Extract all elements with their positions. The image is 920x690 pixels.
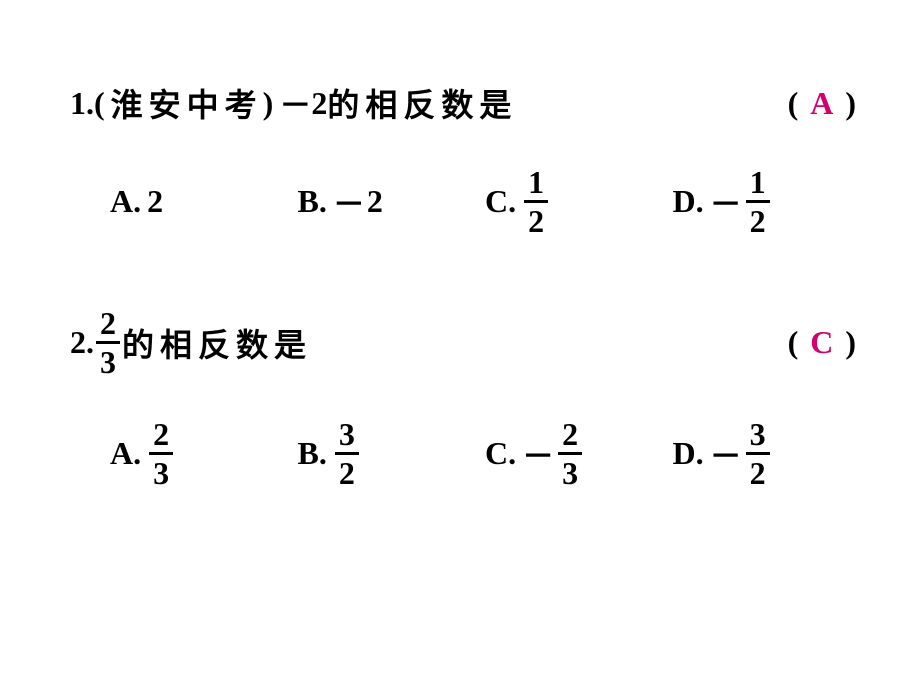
q2-answer: C	[802, 324, 845, 361]
q2-opt-b: B. 3 2	[298, 418, 486, 489]
question-2: 2. 2 3 的相反数是 ( C ) A. 2 3	[70, 307, 860, 489]
page-root: 1. ( 淮安中考 ) － 2 的相反数是 ( A ) A. 2 B.	[0, 0, 920, 599]
q1-opt-c-frac: 1 2	[524, 166, 548, 237]
q1-tail: 的相反数是	[327, 80, 517, 126]
q2-opt-c: C. － 2 3	[485, 418, 673, 489]
q2-lead-num: 2	[96, 307, 120, 341]
q1-paren-close: )	[845, 85, 860, 122]
q2-opt-b-den: 2	[335, 452, 359, 489]
q1-opt-d-num: 1	[746, 166, 770, 200]
q2-opt-d-val: － 3 2	[710, 418, 772, 489]
q1-opt-b-label: B.	[298, 183, 327, 220]
q2-opt-b-label: B.	[298, 435, 327, 472]
q1-opt-c: C. 1 2	[485, 166, 673, 237]
q2-opt-a: A. 2 3	[110, 418, 298, 489]
q2-paren-open: (	[788, 324, 803, 361]
q2-options: A. 2 3 B. 3 2 C.	[70, 418, 860, 489]
q1-opt-b: B. － 2	[298, 166, 486, 237]
q1-opt-a: A. 2	[110, 166, 298, 237]
question-1-row: 1. ( 淮安中考 ) － 2 的相反数是 ( A )	[70, 80, 860, 126]
q2-opt-a-label: A.	[110, 435, 141, 472]
q1-opt-b-neg: －	[333, 179, 365, 225]
q2-opt-a-val: 2 3	[147, 418, 175, 489]
q1-opt-c-label: C.	[485, 183, 516, 220]
q2-lead-frac: 2 3	[96, 307, 120, 378]
q1-opt-a-label: A.	[110, 183, 141, 220]
q1-opt-d-frac: 1 2	[746, 166, 770, 237]
q1-number: 1.	[70, 85, 94, 122]
q2-opt-d-den: 2	[746, 452, 770, 489]
q1-val: 2	[311, 85, 327, 122]
q1-opt-c-val: 1 2	[522, 166, 550, 237]
q2-answer-box: ( C )	[788, 324, 860, 361]
q2-opt-d-label: D.	[673, 435, 704, 472]
q2-opt-c-neg: －	[522, 431, 554, 477]
q1-opt-d-neg: －	[710, 179, 742, 225]
q2-opt-a-den: 3	[149, 452, 173, 489]
q1-opt-d-label: D.	[673, 183, 704, 220]
q2-opt-d-num: 3	[746, 418, 770, 452]
q2-number: 2.	[70, 324, 94, 361]
q1-opt-b-val: － 2	[333, 179, 383, 225]
q1-paren-open: (	[788, 85, 803, 122]
q2-opt-b-num: 3	[335, 418, 359, 452]
q2-opt-c-den: 3	[558, 452, 582, 489]
q2-opt-c-num: 2	[558, 418, 582, 452]
q1-answer-box: ( A )	[788, 85, 860, 122]
q1-source-open: (	[94, 85, 111, 122]
q1-opt-b-text: 2	[367, 183, 383, 220]
q1-source-close: )	[263, 85, 280, 122]
q1-options: A. 2 B. － 2 C. 1 2 D.	[70, 166, 860, 237]
q1-answer: A	[802, 85, 845, 122]
q1-neg: －	[279, 80, 311, 126]
q2-opt-c-label: C.	[485, 435, 516, 472]
q1-opt-c-num: 1	[524, 166, 548, 200]
q1-opt-d-val: － 1 2	[710, 166, 772, 237]
question-1-stem: 1. ( 淮安中考 ) － 2 的相反数是	[70, 80, 517, 126]
q2-lead-den: 3	[96, 341, 120, 378]
q1-opt-d-den: 2	[746, 200, 770, 237]
q1-opt-c-den: 2	[524, 200, 548, 237]
q2-paren-close: )	[845, 324, 860, 361]
q1-opt-a-val: 2	[147, 183, 163, 220]
q2-opt-b-frac: 3 2	[335, 418, 359, 489]
q2-opt-b-val: 3 2	[333, 418, 361, 489]
q2-tail: 的相反数是	[122, 320, 312, 366]
q1-opt-d: D. － 1 2	[673, 166, 861, 237]
q2-opt-a-num: 2	[149, 418, 173, 452]
question-1: 1. ( 淮安中考 ) － 2 的相反数是 ( A ) A. 2 B.	[70, 80, 860, 237]
q2-opt-d-neg: －	[710, 431, 742, 477]
q2-opt-d-frac: 3 2	[746, 418, 770, 489]
q2-opt-a-frac: 2 3	[149, 418, 173, 489]
q1-source: 淮安中考	[111, 80, 263, 126]
q2-opt-c-val: － 2 3	[522, 418, 584, 489]
question-2-row: 2. 2 3 的相反数是 ( C )	[70, 307, 860, 378]
q2-opt-c-frac: 2 3	[558, 418, 582, 489]
q2-opt-d: D. － 3 2	[673, 418, 861, 489]
question-2-stem: 2. 2 3 的相反数是	[70, 307, 312, 378]
